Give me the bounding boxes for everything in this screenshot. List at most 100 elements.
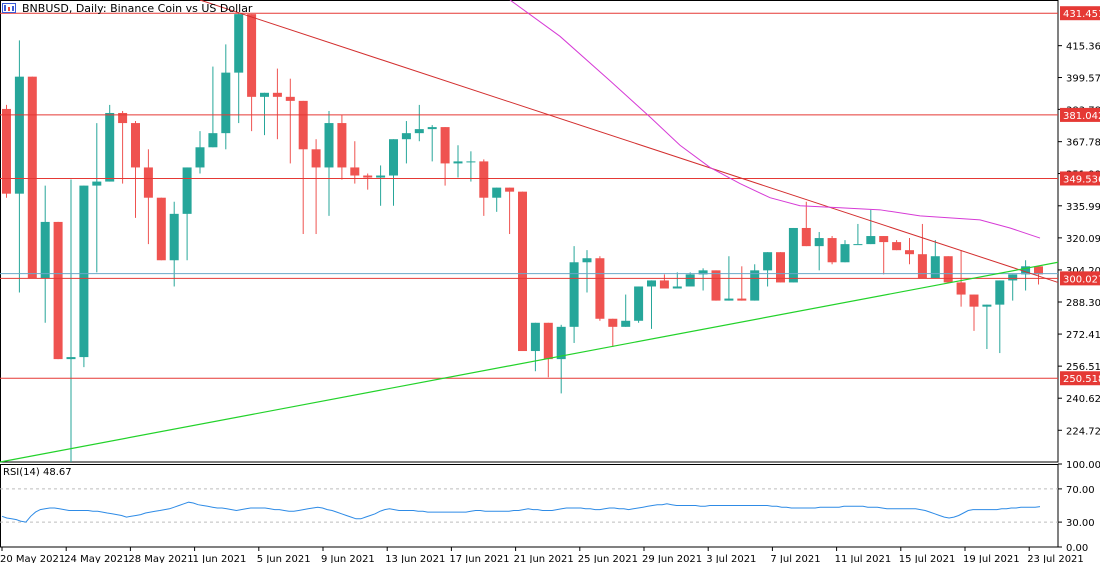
candle-body [930,256,940,279]
candle-body [156,197,166,261]
candle-body [440,127,450,164]
candle-body [195,147,205,168]
candle-body [698,270,708,275]
rsi-line [1,501,1041,523]
date-tick-label: 19 Jul 2021 [963,554,1020,563]
candle-body [788,227,798,283]
date-tick-label: 21 Jun 2021 [514,554,574,563]
descending-trendline [199,0,1059,283]
date-tick-label: 20 May 2021 [0,554,65,563]
candle-body [453,161,463,164]
candle-body [466,161,476,163]
candle-body [182,167,192,214]
candle-body [801,227,811,247]
candle-body [956,282,966,295]
date-tick-label: 9 Jun 2021 [321,554,375,563]
price-tick-label: 335.990 [1066,202,1100,213]
candle-body [363,175,373,178]
date-tick-label: 7 Jul 2021 [770,554,820,563]
candle-body [827,238,837,263]
candle-body [350,167,360,176]
candle-body [543,322,553,360]
candle-body [763,252,773,271]
candle-body [866,236,876,245]
rsi-tick-label: 0.00 [1066,543,1088,554]
candle-body [776,252,785,283]
rsi-tick-label: 30.00 [1066,518,1095,529]
level-price-label: 349.536 [1063,174,1100,185]
candle-body [672,286,682,289]
candle-body [659,280,669,289]
candle-body [892,242,902,251]
candle-body [943,256,953,283]
ascending-trendline [0,261,1059,463]
candle-body [530,322,540,352]
candle-body [569,262,579,327]
candle-body [401,133,411,140]
candle-body [505,187,515,192]
candle-body [1008,274,1018,281]
candle-body [285,96,295,101]
date-tick-label: 17 Jun 2021 [449,554,509,563]
candle-body [814,238,824,247]
candle-body [479,161,489,198]
candle-body [53,221,63,360]
rsi-label: RSI(14) 48.67 [3,467,72,478]
symbol-label: BNBUSD [22,2,69,15]
level-price-box [1060,171,1100,186]
candle-body [905,250,914,255]
rsi-tick-label: 100.00 [1066,460,1100,471]
rsi-tick-label: 70.00 [1066,485,1095,496]
candle-body [14,76,24,194]
price-pane-frame [0,0,1059,463]
date-tick-label: 24 May 2021 [64,554,129,563]
level-price-box [1060,6,1100,21]
candle-body [272,92,282,97]
candle-body [634,286,644,321]
date-tick-label: 13 Jun 2021 [385,554,445,563]
candle-body [750,270,760,301]
candle-body [647,280,656,287]
price-tick-label: 320.095 [1066,234,1100,245]
level-price-label: 250.518 [1063,374,1100,385]
candle-body [595,258,605,319]
candle-body [608,318,618,327]
candle-body [492,187,502,198]
candle-body [737,298,747,301]
candle-body [518,191,527,352]
rsi-value: 48.67 [42,467,72,478]
candle-body [221,72,231,134]
date-tick-label: 5 Jun 2021 [257,554,311,563]
candle-body [917,254,927,279]
symbol-description: Binance Coin vs US Dollar [110,2,253,15]
date-tick-label: 15 Jul 2021 [899,554,956,563]
candle-body [260,92,269,97]
candle-body [337,123,347,168]
level-price-box [1060,107,1100,122]
candle-body [853,244,863,246]
date-tick-label: 28 May 2021 [128,554,193,563]
date-tick-label: 29 Jun 2021 [642,554,702,563]
candle-body [376,175,386,178]
level-price-box [1060,271,1100,286]
candle-body [1021,266,1031,275]
candle-body [724,298,734,301]
candle-body [79,185,89,358]
candle-body [131,123,140,168]
candle-body [995,280,1005,305]
price-tick-label: 367.780 [1066,138,1100,149]
level-price-label: 300.027 [1063,274,1100,285]
price-tick-label: 240.620 [1066,394,1100,405]
candle-body [247,14,257,97]
candle-body [298,100,308,150]
candle-body [234,14,244,73]
candle-body [840,244,850,263]
candle-body [1034,266,1043,275]
price-tick-label: 415.365 [1066,42,1100,53]
candle-body [27,76,37,279]
candle-body [40,221,50,279]
candle-body [169,213,179,261]
level-price-box [1060,371,1100,386]
candle-body [582,258,592,263]
